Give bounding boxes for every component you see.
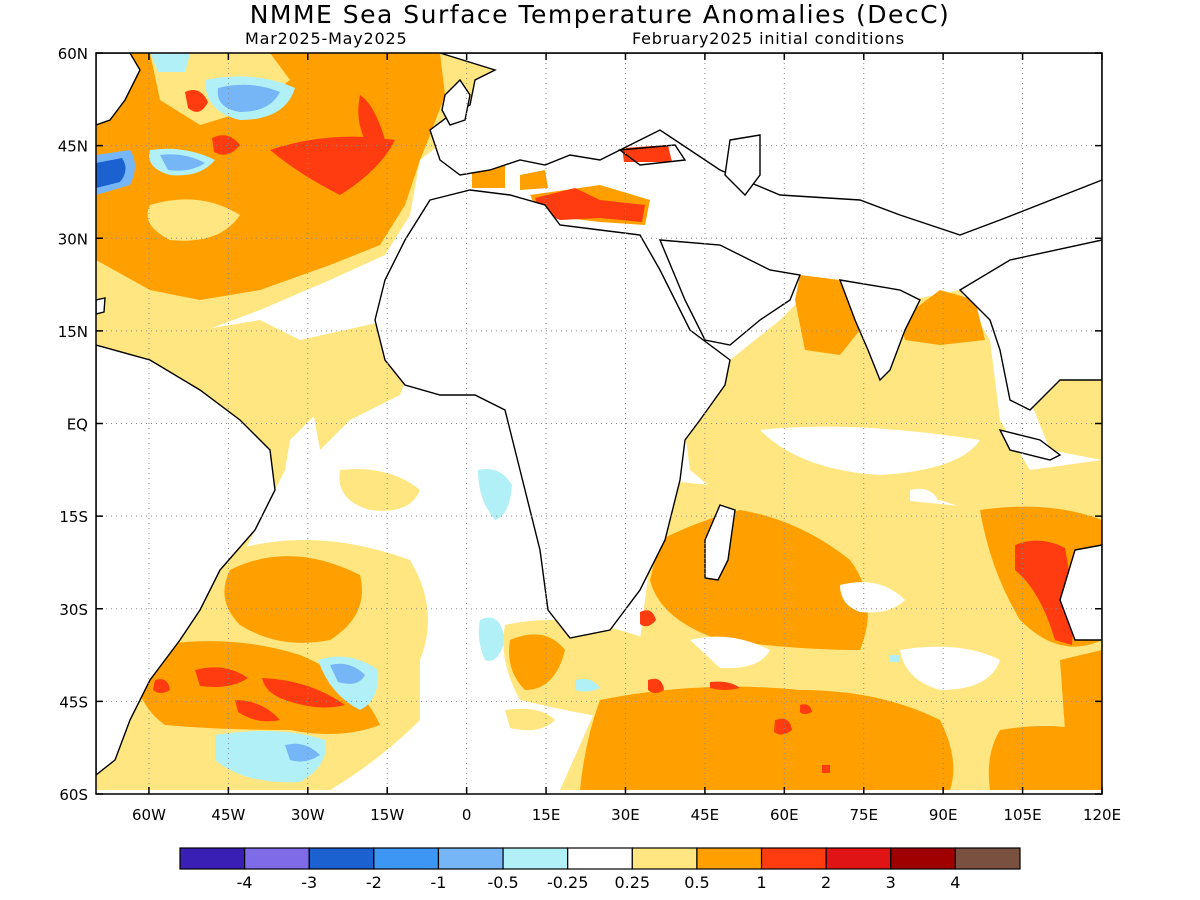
lon-label: 15E xyxy=(532,806,561,824)
colorbar-labels: -4 -3 -2 -1 -0.5 -0.25 0.25 0.5 1 2 3 4 xyxy=(237,873,961,892)
forecast-period: Mar2025-May2025 xyxy=(245,29,408,48)
colorbar-swatch xyxy=(631,847,698,870)
lon-label: 60W xyxy=(132,806,166,824)
lon-label: 90E xyxy=(929,806,958,824)
lon-label: 0 xyxy=(462,806,472,824)
lat-label: 30S xyxy=(59,601,88,619)
colorbar-swatch xyxy=(179,847,246,870)
colorbar-label: -3 xyxy=(301,873,317,892)
colorbar-swatch xyxy=(696,847,763,870)
colorbar-swatch xyxy=(373,847,440,870)
colorbar-label: 4 xyxy=(950,873,960,892)
lat-label: 45S xyxy=(59,693,88,711)
lon-label: 45E xyxy=(691,806,720,824)
lat-label: 30N xyxy=(58,230,88,248)
colorbar-label: 3 xyxy=(886,873,896,892)
lat-label: EQ xyxy=(67,416,88,434)
colorbar-label: -1 xyxy=(430,873,446,892)
colorbar-label: 1 xyxy=(756,873,766,892)
colorbar-swatch xyxy=(502,847,569,870)
colorbar-label: -4 xyxy=(237,873,253,892)
longitude-labels: 60W 45W 30W 15W 0 15E 30E 45E 60E 75E 90E 105E 120E xyxy=(132,806,1121,824)
lat-label: 60N xyxy=(58,45,88,63)
colorbar-swatch xyxy=(567,847,633,870)
colorbar-swatch xyxy=(825,847,892,870)
colorbar-label: 0.25 xyxy=(614,873,650,892)
lon-label: 45W xyxy=(211,806,245,824)
coastlines xyxy=(96,53,1102,776)
lat-label: 60S xyxy=(59,786,88,804)
colorbar-label: 2 xyxy=(821,873,831,892)
lat-label: 15S xyxy=(59,508,88,526)
lon-label: 30E xyxy=(611,806,640,824)
colorbar-swatch xyxy=(760,847,827,870)
lon-label: 30W xyxy=(291,806,325,824)
colorbar xyxy=(179,847,1021,870)
map-title: NMME Sea Surface Temperature Anomalies (… xyxy=(249,0,951,29)
axis-ticks xyxy=(96,52,1103,795)
lat-label: 45N xyxy=(58,138,88,156)
lat-label: 15N xyxy=(58,323,88,341)
lon-label: 105E xyxy=(1004,806,1042,824)
colorbar-label: 0.5 xyxy=(684,873,709,892)
colorbar-label: -0.5 xyxy=(487,873,518,892)
colorbar-label: -0.25 xyxy=(547,873,588,892)
lon-label: 60E xyxy=(770,806,799,824)
lon-label: 75E xyxy=(849,806,878,824)
colorbar-swatch xyxy=(954,847,1021,870)
latitude-labels: 60N 45N 30N 15N EQ 15S 30S 45S 60S xyxy=(58,45,88,804)
lon-label: 120E xyxy=(1083,806,1121,824)
colorbar-swatch xyxy=(890,847,956,870)
colorbar-label: -2 xyxy=(366,873,382,892)
initial-conditions: February2025 initial conditions xyxy=(632,29,905,48)
graticule xyxy=(96,53,1102,794)
lon-label: 15W xyxy=(370,806,404,824)
colorbar-swatch xyxy=(244,847,310,870)
colorbar-swatch xyxy=(308,847,375,870)
colorbar-swatch xyxy=(437,847,504,870)
